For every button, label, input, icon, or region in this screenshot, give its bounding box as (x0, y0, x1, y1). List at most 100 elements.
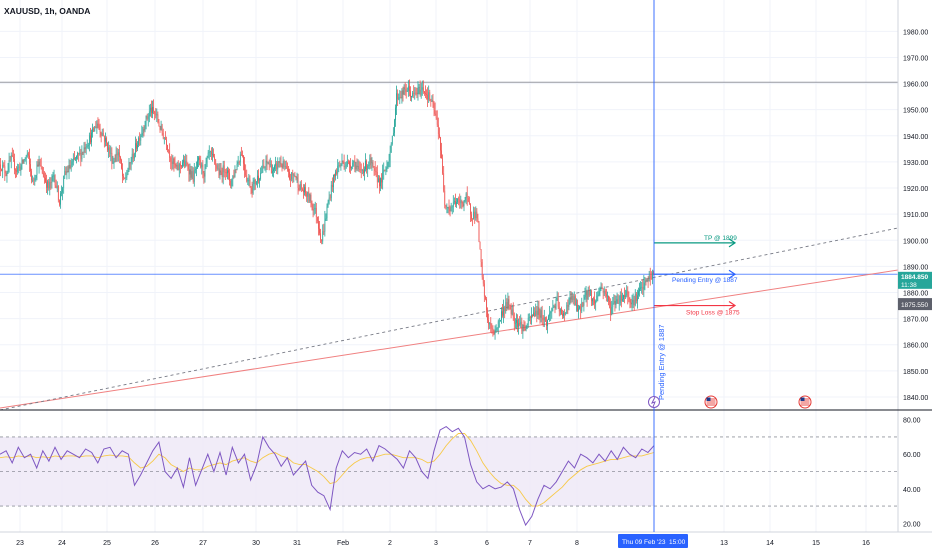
candle-body (263, 165, 265, 168)
candle-body (45, 178, 46, 182)
candle-body (247, 179, 249, 182)
time-tick-label: 31 (293, 540, 301, 547)
candle-body (390, 143, 392, 153)
candle-body (7, 170, 9, 173)
candle-body (114, 161, 116, 163)
candle-body (433, 103, 435, 110)
candle-body (510, 305, 512, 315)
candle-body (604, 291, 606, 295)
price-tick-label: 1900.00 (903, 238, 928, 245)
candle-body (553, 306, 555, 308)
take-profit-arrowhead (728, 238, 737, 248)
candle-body (59, 200, 60, 205)
candle-body (310, 194, 312, 204)
candle-body (578, 308, 579, 312)
candle-body (158, 121, 160, 127)
candle-body (346, 161, 348, 166)
candle-body (22, 159, 24, 163)
candle-body (61, 192, 62, 194)
candle-body (163, 137, 165, 139)
candle-body (50, 182, 52, 183)
candle-body (244, 163, 245, 171)
candle-body (24, 158, 26, 160)
channel-projection-line (0, 227, 899, 411)
price-tick-label: 1870.00 (903, 317, 928, 324)
candle-body (36, 164, 38, 176)
candle-body (431, 100, 433, 102)
candle-body (67, 171, 69, 173)
candle-body (516, 320, 517, 323)
candle-body (368, 165, 370, 166)
candle-body (422, 87, 424, 92)
candle-body (57, 186, 59, 201)
candle-body (189, 169, 191, 175)
candle-body (630, 302, 632, 305)
candle-body (292, 172, 294, 176)
candle-body (389, 152, 391, 161)
candle-body (507, 299, 509, 309)
candle-body (18, 166, 20, 168)
candle-body (638, 291, 639, 296)
event-markers (648, 395, 812, 409)
candle-body (235, 169, 237, 171)
candle-body (374, 168, 376, 171)
candle-body (284, 166, 286, 167)
candle-body (5, 173, 7, 177)
candle-body (343, 162, 345, 168)
prev-close-label: 1875.550 (901, 302, 928, 309)
candle-body (577, 304, 578, 312)
candle-body (449, 209, 451, 212)
candle-body (541, 310, 543, 318)
us-flag-event-icon (798, 395, 812, 409)
candle-body (121, 160, 122, 169)
candle-body (360, 169, 362, 171)
candle-body (143, 129, 145, 131)
candle-body (472, 218, 473, 220)
candle-body (217, 168, 219, 170)
candle-body (398, 97, 400, 100)
candle-body (366, 160, 367, 170)
candle-body (40, 165, 42, 167)
candle-body (455, 201, 456, 205)
time-tick-label: 23 (16, 540, 24, 547)
candle-body (593, 298, 594, 300)
candle-body (407, 86, 409, 91)
candle-body (2, 164, 4, 171)
candle-body (517, 320, 518, 327)
candle-body (653, 272, 654, 274)
candle-body (354, 160, 356, 170)
candle-body (447, 206, 449, 208)
candle-body (205, 162, 207, 165)
candle-body (543, 317, 545, 321)
flag-canton (706, 397, 711, 401)
candle-body (302, 189, 303, 191)
candle-body (99, 127, 101, 132)
candle-body (123, 176, 125, 178)
candle-body (506, 302, 508, 309)
candle-body (631, 302, 633, 305)
candle-body (561, 308, 562, 315)
candle-body (378, 178, 379, 183)
candle-body (402, 90, 404, 95)
candle-body (172, 158, 174, 164)
candle-body (21, 159, 23, 165)
trade-annotations: TP @ 1899 Pending Entry @ 1887 Stop Loss @… (653, 0, 740, 532)
candle-body (29, 155, 30, 165)
candle-body (186, 161, 188, 165)
candle-body (470, 204, 471, 215)
cursor-time-label: 15:00 (669, 539, 686, 546)
candle-body (502, 311, 503, 316)
candle-body (227, 170, 228, 174)
candle-body (572, 295, 574, 300)
candle-body (558, 306, 560, 312)
candle-body (634, 293, 636, 306)
candle-body (341, 160, 343, 165)
candle-body (465, 193, 467, 201)
candle-body (500, 319, 501, 321)
candle-body (168, 149, 169, 151)
candle-body (432, 100, 434, 104)
candle-body (451, 206, 453, 208)
drawing-lines (0, 81, 899, 411)
candle-body (277, 161, 279, 170)
